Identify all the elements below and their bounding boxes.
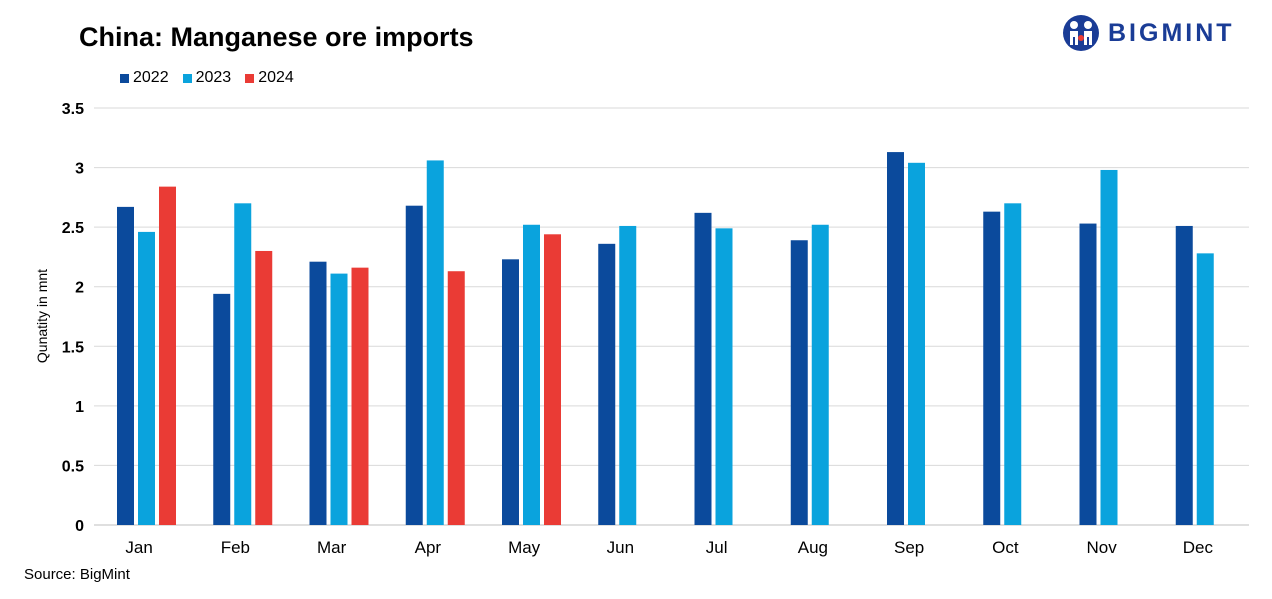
x-tick-label-sep: Sep (894, 538, 924, 557)
x-tick-label-feb: Feb (221, 538, 250, 557)
y-tick-label: 1 (75, 399, 84, 416)
x-tick-label-apr: Apr (415, 538, 442, 557)
legend-label-2023: 2023 (195, 69, 232, 86)
y-tick-label: 2 (75, 280, 84, 297)
bar-oct-2023 (1004, 203, 1022, 526)
bar-jan-2024 (159, 186, 176, 526)
x-tick-label-aug: Aug (798, 538, 828, 557)
bar-aug-2023 (811, 224, 829, 525)
bar-nov-2022 (1079, 223, 1097, 525)
bar-mar-2024 (351, 267, 369, 525)
bigmint-logo: BIGMINT (1062, 12, 1235, 54)
bar-sep-2023 (908, 162, 925, 525)
bar-jan-2022 (117, 206, 134, 526)
x-tick-label-may: May (508, 538, 541, 557)
x-tick-label-jul: Jul (706, 538, 728, 557)
legend-label-2024: 2024 (258, 69, 294, 86)
legend-item-2024: 2024 (245, 69, 294, 87)
chart-legend: 2022 2023 2024 (120, 69, 294, 87)
x-tick-label-nov: Nov (1087, 538, 1118, 557)
bar-jul-2022 (694, 212, 712, 526)
y-tick-label: 2.5 (62, 220, 84, 237)
bar-jun-2023 (619, 225, 637, 526)
bar-apr-2023 (426, 160, 444, 525)
bar-may-2024 (544, 234, 561, 525)
bar-may-2023 (523, 224, 540, 525)
bar-sep-2022 (887, 152, 904, 525)
legend-label-2022: 2022 (133, 69, 169, 86)
bar-apr-2024 (447, 271, 465, 525)
bigmint-logo-icon (1063, 15, 1099, 51)
x-tick-label-jan: Jan (125, 538, 152, 557)
bar-apr-2022 (405, 205, 423, 525)
x-tick-labels: Jan Feb Mar Apr May Jun Jul Aug Sep Oct Nov Dec (125, 538, 1213, 557)
bars (117, 152, 1214, 526)
bar-mar-2023 (330, 273, 348, 525)
chart-title: China: Manganese ore imports (79, 22, 474, 52)
bigmint-logo-text: BIGMINT (1108, 18, 1235, 47)
legend-swatch-2022 (120, 73, 129, 83)
bar-feb-2023 (234, 203, 252, 526)
y-tick-label: 1.5 (62, 339, 84, 356)
bar-feb-2022 (213, 293, 231, 525)
bar-jun-2022 (598, 243, 616, 525)
y-tick-label: 3 (75, 161, 84, 178)
y-tick-labels: 0 0.5 1 1.5 2 2.5 3 3.5 (62, 101, 84, 535)
bar-may-2022 (502, 259, 519, 525)
legend-swatch-2024 (245, 73, 255, 83)
y-tick-label: 0.5 (62, 458, 84, 475)
bar-dec-2023 (1196, 253, 1214, 525)
x-tick-label-mar: Mar (317, 538, 347, 557)
legend-item-2023: 2023 (182, 69, 232, 87)
bar-feb-2024 (255, 250, 273, 525)
x-tick-label-oct: Oct (992, 538, 1019, 557)
source-note: Source: BigMint (24, 566, 130, 583)
gridlines (94, 107, 1249, 526)
legend-item-2022: 2022 (120, 69, 169, 87)
x-tick-label-dec: Dec (1183, 538, 1214, 557)
x-tick-label-jun: Jun (607, 538, 634, 557)
bar-jul-2023 (715, 228, 733, 525)
bar-mar-2022 (309, 261, 327, 525)
bar-oct-2022 (983, 211, 1001, 525)
bar-aug-2022 (790, 240, 808, 525)
bar-jan-2023 (138, 231, 155, 525)
y-tick-label: 0 (75, 518, 84, 535)
bar-nov-2023 (1100, 169, 1118, 525)
legend-swatch-2023 (182, 73, 192, 83)
bar-dec-2022 (1175, 225, 1193, 526)
y-tick-label: 3.5 (62, 101, 84, 118)
